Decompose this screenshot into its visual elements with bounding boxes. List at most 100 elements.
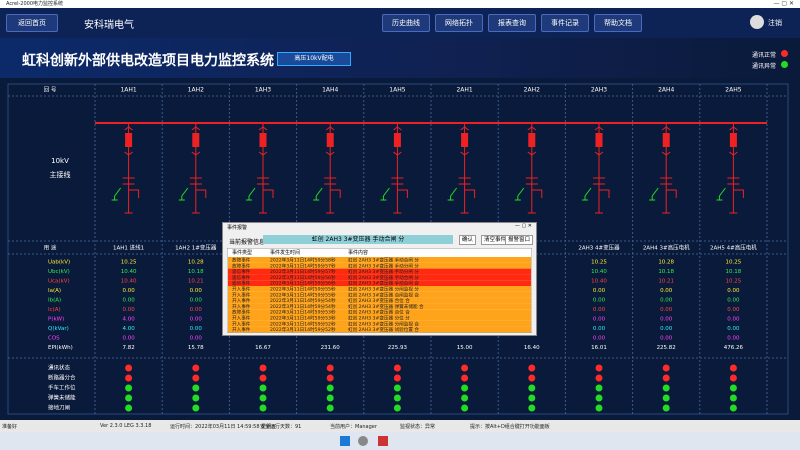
measure-value: 0.00: [593, 326, 606, 332]
status-led: [729, 364, 737, 372]
status-label: 通讯状态: [48, 364, 71, 372]
toolbar-button[interactable]: 事件记录: [541, 14, 589, 32]
measure-value: 0.00: [190, 298, 203, 304]
status-led: [729, 394, 737, 402]
measure-label: Ia(A): [48, 288, 61, 294]
measure-value: 15.00: [457, 345, 473, 351]
tab[interactable]: 高压10kV配电: [277, 52, 351, 66]
status-led: [326, 404, 334, 412]
table-cell: 虹创 2AH3 3#变压器 手动合闸 分: [348, 274, 419, 281]
measure-value: 4.00: [122, 317, 135, 323]
status-led: [662, 364, 670, 372]
ct-symbol: [257, 173, 274, 214]
ground-switch: [582, 187, 592, 201]
dialog-controls[interactable]: — ▢ ✕: [514, 223, 532, 229]
table-row: [228, 326, 531, 333]
legend-dot: [781, 50, 788, 57]
toolbar-button[interactable]: 帮助文档: [594, 14, 642, 32]
measure-value: 10.18: [658, 269, 674, 275]
column-label: 1AH4: [322, 87, 338, 94]
ct-symbol: [727, 173, 744, 214]
dialog-button[interactable]: 报警窗口: [505, 235, 534, 245]
status-led: [528, 384, 536, 392]
window-controls[interactable]: — ▢ ✕: [773, 0, 794, 7]
table-cell: 2022年3月11日14时59分56秒: [270, 274, 336, 281]
ground-switch: [380, 187, 390, 201]
status-led: [125, 384, 133, 392]
dialog-title: 事件报警: [227, 225, 248, 231]
measure-value: 10.25: [726, 260, 742, 266]
table-cell: 2022年3月11日14时59分55秒: [270, 286, 336, 293]
column-label: 2AH3: [591, 87, 607, 94]
measure-value: 0.00: [727, 317, 740, 323]
window-title: Acrel-2000电力监控系统: [6, 1, 64, 7]
status-led: [259, 374, 267, 382]
status-led: [595, 404, 603, 412]
measure-value: 10.28: [188, 260, 204, 266]
status-led: [393, 384, 401, 392]
disconnector: [325, 126, 335, 156]
toolbar-button[interactable]: 网络拓扑: [435, 14, 483, 32]
measure-value: 0.00: [660, 307, 673, 313]
status-led: [326, 374, 334, 382]
measure-value: 10.25: [726, 279, 742, 285]
column-label: 2AH4: [658, 87, 674, 94]
table-header: 事件内容: [348, 249, 368, 256]
back-button[interactable]: 返回首页: [6, 14, 58, 32]
ct-symbol: [593, 173, 610, 214]
status-item: Ver 2.3.0 LEG 3.3.18: [100, 423, 152, 429]
measure-value: 0.00: [593, 288, 606, 294]
toolbar: 返回首页 安科瑞电气 注销 历史曲线 网络拓扑 报表查询 事件记录 帮助文档: [0, 8, 800, 38]
toolbar-button[interactable]: 报表查询: [488, 14, 536, 32]
start-button[interactable]: [340, 436, 350, 446]
status-led: [729, 384, 737, 392]
disconnector: [594, 126, 604, 156]
user-icon[interactable]: [750, 15, 764, 29]
status-label: 断路器分合: [48, 374, 76, 382]
brand: 安科瑞电气: [84, 20, 134, 31]
table-cell: 故障事件: [232, 262, 251, 269]
table-cell: 2022年3月11日14时59分54秒: [270, 303, 336, 310]
measure-label: Ubc(kV): [48, 269, 70, 275]
measure-value: 0.00: [727, 336, 740, 342]
measure-value: 0.00: [593, 336, 606, 342]
measure-value: 0.00: [660, 298, 673, 304]
status-led: [393, 364, 401, 372]
status-led: [528, 404, 536, 412]
table-cell: 开入事件: [232, 315, 251, 322]
logout[interactable]: 注销: [768, 19, 782, 27]
status-item: 当前用户：Manager: [330, 424, 377, 430]
breaker: [729, 133, 737, 147]
table-cell: 虹创 2AH3 3#变压器 弹簧未储能 合: [348, 303, 424, 310]
ct-symbol: [324, 173, 341, 214]
status-led: [326, 394, 334, 402]
dialog-button[interactable]: 确认: [459, 235, 477, 245]
status-bar: 准备好 Ver 2.3.0 LEG 3.3.18 运行时间：2022年03月11日 …: [0, 420, 800, 432]
legend-label: 通讯异常: [752, 63, 777, 70]
search-button[interactable]: [358, 436, 368, 446]
taskbar: [0, 432, 800, 450]
measure-value: 10.25: [591, 260, 607, 266]
table-cell: 开入事件: [232, 297, 251, 304]
status-item: 提示：按Alt+D组合键打开功能面板: [470, 424, 550, 430]
title-bar: Acrel-2000电力监控系统 — ▢ ✕: [0, 0, 800, 8]
measure-value: 0.00: [190, 317, 203, 323]
table-cell: 2022年3月11日14时59分53秒: [270, 315, 336, 322]
column-label: 1AH5: [389, 87, 405, 94]
table-cell: 虹创 2AH3 3#变压器 手动分闸 分: [348, 268, 419, 275]
measure-value: 10.40: [591, 269, 607, 275]
measure-value: 10.25: [121, 260, 137, 266]
measure-value: 7.82: [122, 345, 134, 351]
column-label: 1AH2: [188, 87, 204, 94]
measure-value: 0.00: [660, 288, 673, 294]
table-cell: 开入事件: [232, 303, 251, 310]
status-led: [393, 394, 401, 402]
status-label: 弹簧未储能: [48, 394, 76, 402]
measure-value: 10.40: [121, 279, 137, 285]
app-icon[interactable]: [378, 436, 388, 446]
usage-label: 1AH2 1#变压器: [175, 244, 217, 252]
ct-symbol: [660, 173, 677, 214]
toolbar-button[interactable]: 历史曲线: [382, 14, 430, 32]
measure-value: 0.00: [727, 298, 740, 304]
